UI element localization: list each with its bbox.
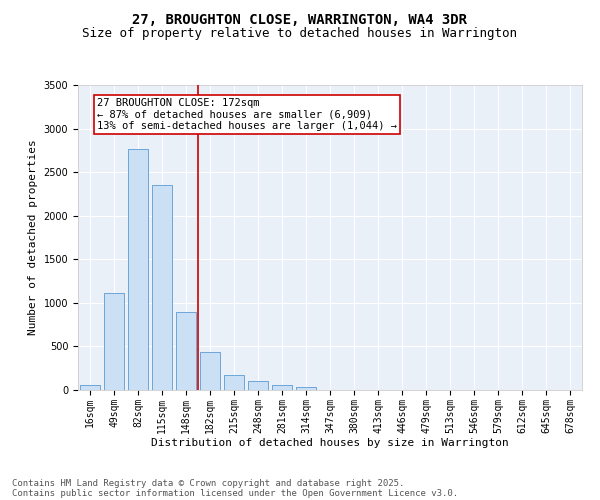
Bar xyxy=(272,385,292,390)
Text: 27, BROUGHTON CLOSE, WARRINGTON, WA4 3DR: 27, BROUGHTON CLOSE, WARRINGTON, WA4 3DR xyxy=(133,12,467,26)
Text: Contains public sector information licensed under the Open Government Licence v3: Contains public sector information licen… xyxy=(12,488,458,498)
Bar xyxy=(176,312,196,390)
Bar xyxy=(224,375,244,390)
Y-axis label: Number of detached properties: Number of detached properties xyxy=(28,140,38,336)
Text: 27 BROUGHTON CLOSE: 172sqm
← 87% of detached houses are smaller (6,909)
13% of s: 27 BROUGHTON CLOSE: 172sqm ← 87% of deta… xyxy=(97,98,397,132)
Bar xyxy=(296,387,316,390)
Text: Contains HM Land Registry data © Crown copyright and database right 2025.: Contains HM Land Registry data © Crown c… xyxy=(12,478,404,488)
Bar xyxy=(200,352,220,390)
Bar xyxy=(248,382,268,390)
Bar xyxy=(128,150,148,390)
X-axis label: Distribution of detached houses by size in Warrington: Distribution of detached houses by size … xyxy=(151,438,509,448)
Text: Size of property relative to detached houses in Warrington: Size of property relative to detached ho… xyxy=(83,28,517,40)
Bar xyxy=(104,294,124,390)
Bar xyxy=(80,385,100,390)
Bar xyxy=(152,185,172,390)
